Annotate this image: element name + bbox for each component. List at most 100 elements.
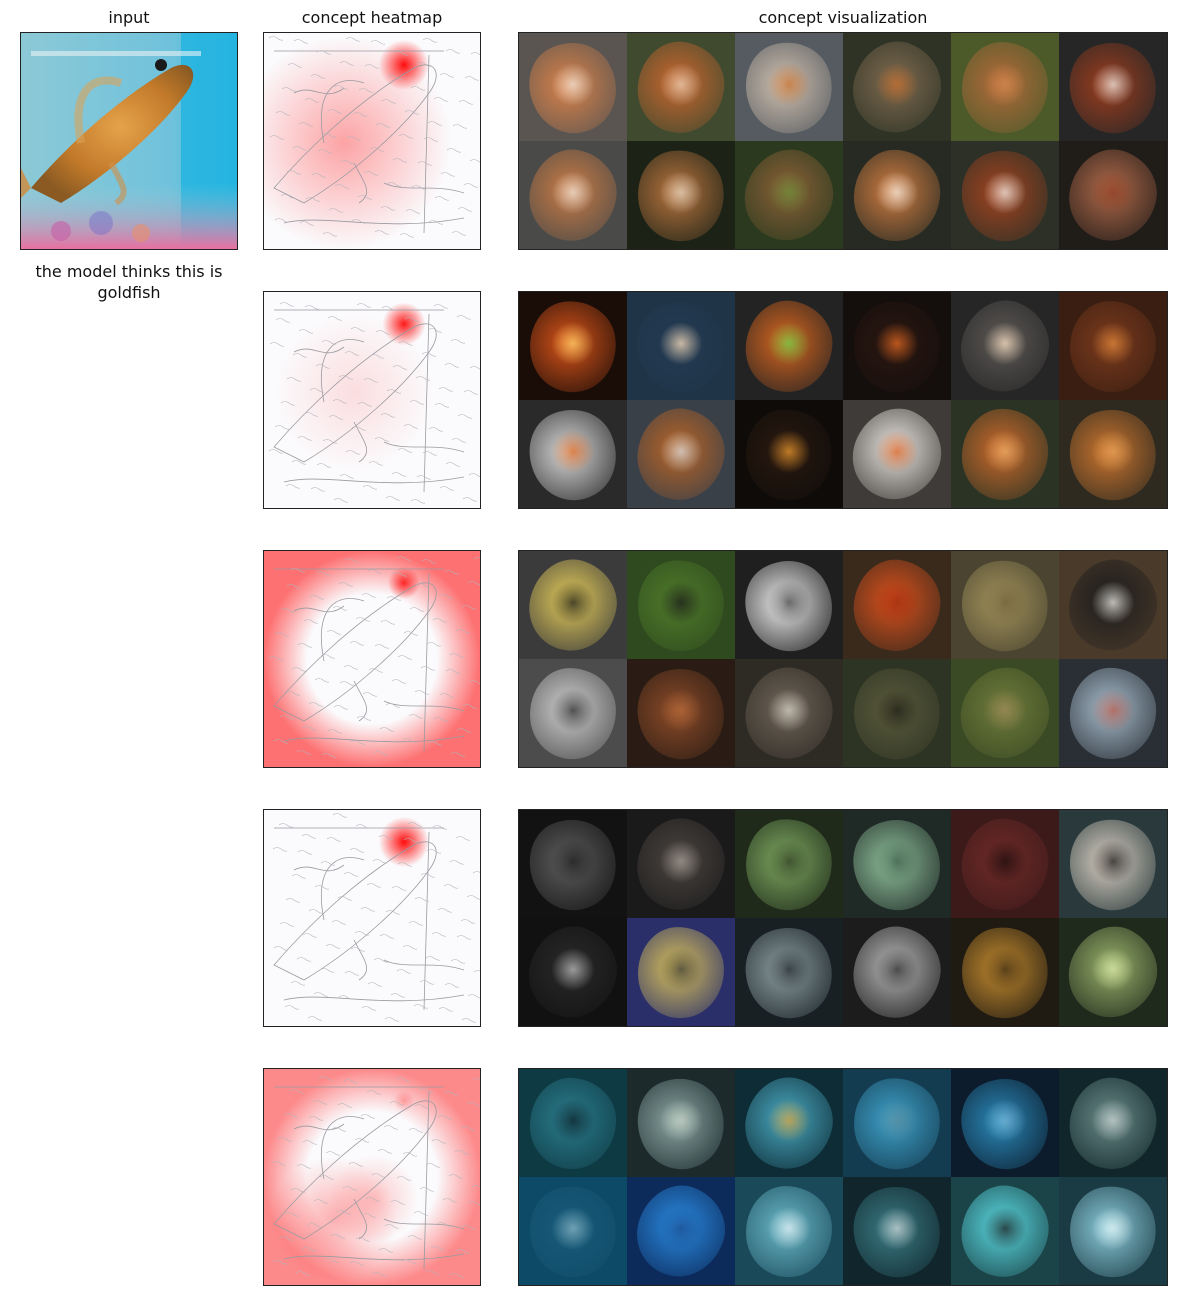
tile-detail xyxy=(659,322,703,366)
visualization-tile xyxy=(627,400,735,508)
tile-detail xyxy=(1091,322,1135,366)
tile-detail xyxy=(767,948,811,992)
visualization-tile xyxy=(519,1177,627,1285)
tile-detail xyxy=(551,948,595,992)
concept-heatmap-5 xyxy=(263,1068,481,1286)
visualization-tile xyxy=(519,810,627,918)
tile-detail xyxy=(875,840,919,884)
visualization-tile xyxy=(951,1069,1059,1177)
tile-detail xyxy=(983,63,1027,107)
visualization-tile xyxy=(519,400,627,508)
tile-detail xyxy=(659,840,703,884)
tile-detail xyxy=(551,430,595,474)
tile-detail xyxy=(767,1099,811,1143)
visualization-tile xyxy=(735,141,843,249)
tile-detail xyxy=(1091,63,1135,107)
tile-detail xyxy=(1091,171,1135,215)
tile-detail xyxy=(659,430,703,474)
visualization-tile xyxy=(735,918,843,1026)
visualization-tile xyxy=(735,1177,843,1285)
visualization-tile xyxy=(951,1177,1059,1285)
tile-detail xyxy=(983,840,1027,884)
tile-detail xyxy=(659,1099,703,1143)
tile-detail xyxy=(875,1207,919,1251)
visualization-tile xyxy=(519,141,627,249)
goldfish-image xyxy=(21,33,237,249)
tile-detail xyxy=(983,430,1027,474)
visualization-tile xyxy=(735,400,843,508)
visualization-tile xyxy=(1059,659,1167,767)
visualization-tile xyxy=(843,33,951,141)
visualization-tile xyxy=(843,292,951,400)
tile-detail xyxy=(551,840,595,884)
tile-detail xyxy=(767,1207,811,1251)
visualization-tile xyxy=(843,1177,951,1285)
visualization-tile xyxy=(735,810,843,918)
concept-visualization-1 xyxy=(518,32,1168,250)
heatmap-overlay xyxy=(264,1069,480,1285)
visualization-tile xyxy=(951,810,1059,918)
tile-detail xyxy=(551,1099,595,1143)
tile-detail xyxy=(551,63,595,107)
tile-detail xyxy=(659,171,703,215)
visualization-tile xyxy=(627,659,735,767)
concept-visualization-3 xyxy=(518,550,1168,768)
tile-detail xyxy=(551,689,595,733)
tile-detail xyxy=(875,581,919,625)
concept-heatmap-3 xyxy=(263,550,481,768)
visualization-tile xyxy=(627,1177,735,1285)
tile-detail xyxy=(659,1207,703,1251)
heatmap-overlay xyxy=(264,810,480,1026)
concept-visualization-5 xyxy=(518,1068,1168,1286)
tile-detail xyxy=(983,948,1027,992)
visualization-tile xyxy=(735,33,843,141)
prediction-caption: the model thinks this is goldfish xyxy=(0,261,258,303)
visualization-column-title: concept visualization xyxy=(758,8,928,27)
visualization-tile xyxy=(519,33,627,141)
tile-detail xyxy=(551,581,595,625)
visualization-tile xyxy=(735,1069,843,1177)
visualization-tile xyxy=(1059,551,1167,659)
visualization-tile xyxy=(519,551,627,659)
visualization-tile xyxy=(951,551,1059,659)
visualization-tile xyxy=(951,33,1059,141)
visualization-tile xyxy=(627,810,735,918)
tile-detail xyxy=(875,689,919,733)
tile-detail xyxy=(767,581,811,625)
visualization-tile xyxy=(951,918,1059,1026)
visualization-tile xyxy=(1059,1069,1167,1177)
visualization-tile xyxy=(735,659,843,767)
tile-detail xyxy=(875,430,919,474)
tile-detail xyxy=(767,689,811,733)
tile-detail xyxy=(767,63,811,107)
visualization-tile xyxy=(951,659,1059,767)
visualization-tile xyxy=(1059,918,1167,1026)
tile-detail xyxy=(767,840,811,884)
visualization-tile xyxy=(627,551,735,659)
visualization-tile xyxy=(627,141,735,249)
visualization-tile xyxy=(843,400,951,508)
tile-detail xyxy=(767,322,811,366)
visualization-tile xyxy=(1059,1177,1167,1285)
concept-visualization-4 xyxy=(518,809,1168,1027)
visualization-tile xyxy=(843,1069,951,1177)
input-column-title: input xyxy=(108,8,150,27)
concept-heatmap-4 xyxy=(263,809,481,1027)
tile-detail xyxy=(1091,948,1135,992)
tile-detail xyxy=(659,948,703,992)
tile-detail xyxy=(1091,1099,1135,1143)
tile-detail xyxy=(875,948,919,992)
heatmap-overlay xyxy=(264,551,480,767)
tile-detail xyxy=(875,63,919,107)
tile-detail xyxy=(875,171,919,215)
visualization-tile xyxy=(843,918,951,1026)
visualization-tile xyxy=(519,1069,627,1177)
visualization-tile xyxy=(1059,400,1167,508)
heatmap-overlay xyxy=(264,292,480,508)
concept-heatmap-2 xyxy=(263,291,481,509)
tile-detail xyxy=(659,63,703,107)
tile-detail xyxy=(551,322,595,366)
visualization-tile xyxy=(519,659,627,767)
tile-detail xyxy=(659,689,703,733)
visualization-tile xyxy=(1059,33,1167,141)
